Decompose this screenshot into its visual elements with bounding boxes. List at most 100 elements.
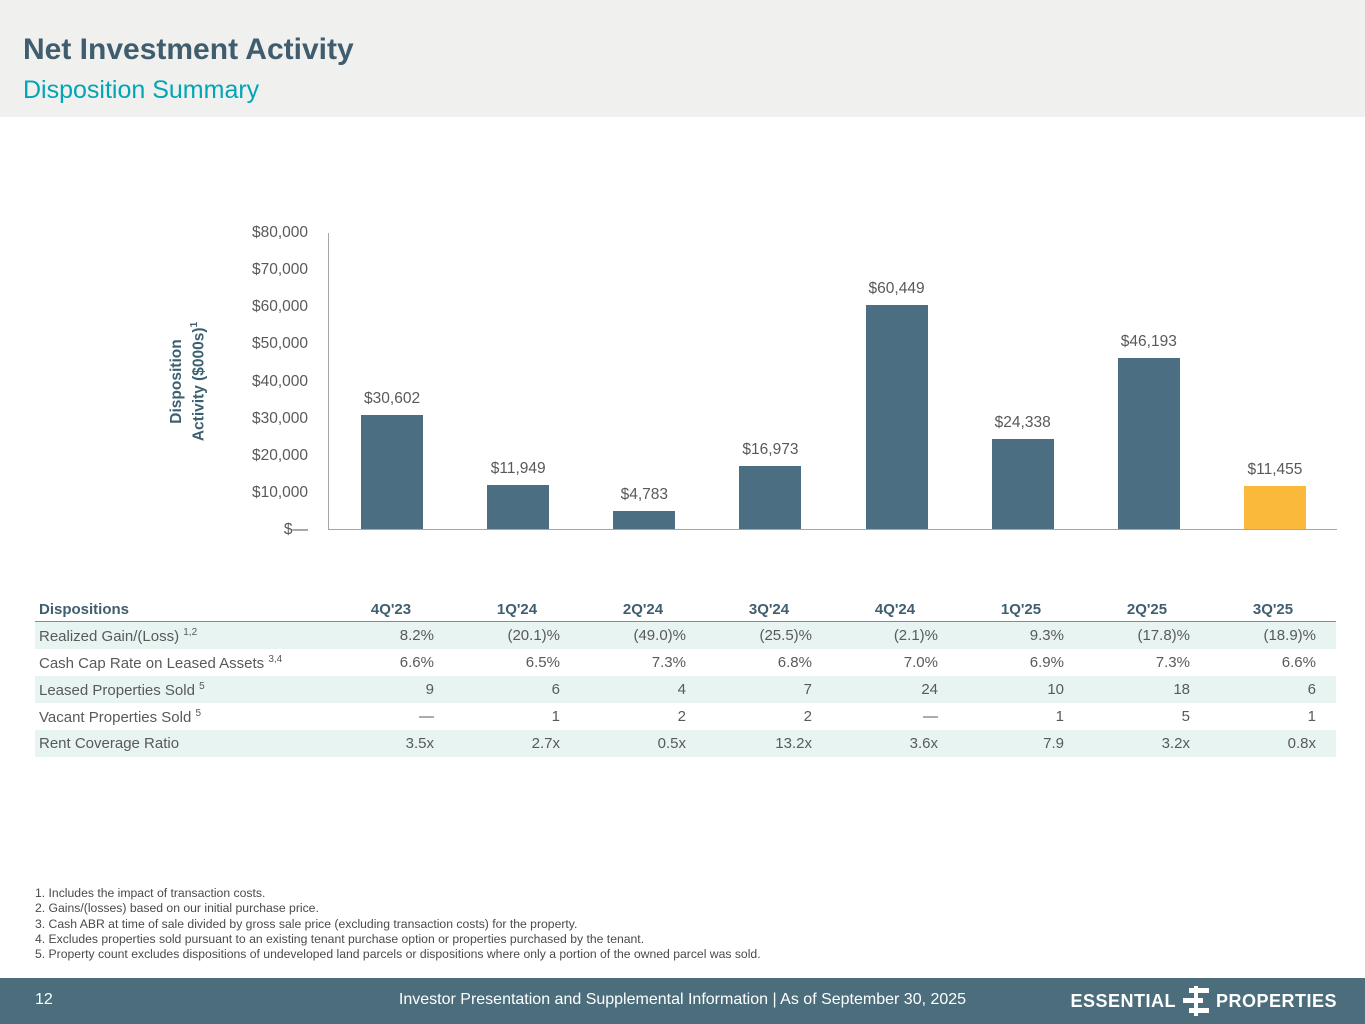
- row-label: Leased Properties Sold 5: [39, 680, 205, 699]
- table-row: Cash Cap Rate on Leased Assets 3,4 6.6% 6.…: [35, 649, 1336, 676]
- table-header-quarter: 3Q'24: [748, 600, 790, 618]
- row-label: Cash Cap Rate on Leased Assets 3,4: [39, 653, 283, 672]
- logo-word-essential: ESSENTIAL: [1070, 990, 1176, 1011]
- table-cell: 2.7x: [531, 735, 560, 752]
- dispositions-table: Dispositions 4Q'23 1Q'24 2Q'24 3Q'24 4Q'24 1Q'…: [35, 597, 1336, 757]
- table-cell: 24: [921, 681, 938, 698]
- page-number: 12: [35, 991, 53, 1008]
- table-cell: 2: [677, 708, 686, 725]
- table-cell: 7: [803, 681, 812, 698]
- chart-plot-area: $30,602 $11,949 $4,783 $16,973 $60,449 $24,33…: [328, 233, 1337, 530]
- table-row: Rent Coverage Ratio 3.5x 2.7x 0.5x 13.2x 3.6x…: [35, 730, 1336, 757]
- row-label: Vacant Properties Sold 5: [39, 707, 202, 726]
- y-axis-tick-label: $60,000: [251, 298, 308, 316]
- table-cell: 3.2x: [1161, 735, 1190, 752]
- table-cell: (17.8)%: [1137, 627, 1190, 644]
- table-cell: 7.9: [1043, 735, 1064, 752]
- table-cell: 18: [1173, 681, 1190, 698]
- logo-word-properties: PROPERTIES: [1215, 990, 1337, 1011]
- table-header-row: Dispositions 4Q'23 1Q'24 2Q'24 3Q'24 4Q'24 1Q'…: [35, 597, 1336, 622]
- page-subtitle: Disposition Summary: [23, 76, 260, 104]
- table-cell: 8.2%: [399, 627, 434, 644]
- bar-value-label: $4,783: [620, 486, 669, 504]
- essential-properties-logo-icon: [1182, 986, 1209, 1016]
- table-row: Vacant Properties Sold 5 — 1 2 2 — 1 5 1: [35, 703, 1336, 730]
- bar-value-label: $60,449: [868, 279, 925, 297]
- table-cell: 1: [1055, 708, 1064, 725]
- table-header-quarter: 1Q'25: [1000, 600, 1042, 618]
- y-axis-tick-label: $80,000: [251, 224, 308, 241]
- table-cell: 6: [1307, 681, 1316, 698]
- footnotes: 1. Includes the impact of transaction co…: [35, 886, 1135, 962]
- table-header-dispositions: Dispositions: [39, 600, 130, 618]
- footnote-ref: 5: [199, 680, 205, 692]
- table-cell: —: [923, 708, 938, 725]
- table-cell: 3.5x: [405, 735, 434, 752]
- footnote-ref: 1,2: [183, 626, 198, 638]
- y-axis-tick-label: $50,000: [251, 335, 308, 353]
- table-cell: 7.0%: [903, 654, 938, 671]
- table-cell: 9: [425, 681, 434, 698]
- table-cell: 6.8%: [777, 654, 812, 671]
- footer-text: Investor Presentation and Supplemental I…: [398, 991, 967, 1008]
- bar-3Q'25: [1243, 486, 1306, 529]
- page-title: Net Investment Activity: [23, 33, 354, 66]
- table-header-quarter: 2Q'25: [1126, 600, 1168, 618]
- bar-4Q'23: [361, 415, 424, 529]
- table-cell: (20.1)%: [507, 627, 560, 644]
- y-axis-tick-label: $40,000: [251, 372, 308, 390]
- table-header-quarter: 4Q'24: [874, 600, 916, 618]
- footnote-line: 4. Excludes properties sold pursuant to …: [35, 931, 645, 946]
- row-label: Realized Gain/(Loss) 1,2: [39, 626, 198, 645]
- footnote-line: 1. Includes the impact of transaction co…: [35, 886, 266, 900]
- bar-4Q'24: [865, 304, 928, 529]
- bar-value-label: $11,455: [1247, 461, 1303, 479]
- table-cell: 6.6%: [399, 654, 434, 671]
- table-cell: 0.8x: [1287, 735, 1316, 752]
- table-cell: 1: [551, 708, 560, 725]
- y-axis-tick-label: $70,000: [251, 261, 308, 279]
- bar-value-label: $11,949: [490, 459, 546, 477]
- bar-value-label: $24,338: [994, 413, 1051, 431]
- table-header-quarter: 1Q'24: [496, 600, 538, 618]
- bar-2Q'24: [613, 511, 676, 529]
- y-axis-tick-label: $30,000: [251, 409, 308, 427]
- table-cell: —: [419, 708, 434, 725]
- table-cell: 10: [1047, 681, 1064, 698]
- table-cell: 6: [551, 681, 560, 698]
- company-logo: ESSENTIAL PROPERTIES: [1070, 986, 1337, 1016]
- bar-2Q'25: [1117, 357, 1180, 529]
- table-cell: (25.5)%: [759, 627, 812, 644]
- row-label: Rent Coverage Ratio: [39, 735, 180, 752]
- table-cell: 6.9%: [1029, 654, 1064, 671]
- footnote-ref: 3,4: [268, 653, 283, 665]
- table-cell: 0.5x: [657, 735, 686, 752]
- table-header-quarter: 4Q'23: [370, 600, 412, 618]
- table-header-quarter: 3Q'25: [1252, 600, 1294, 618]
- y-axis-tick-label: $20,000: [251, 446, 308, 464]
- y-axis-tick-label: $—: [283, 521, 308, 538]
- table-header-quarter: 2Q'24: [622, 600, 664, 618]
- table-row: Realized Gain/(Loss) 1,2 8.2% (20.1)% (49.0…: [35, 622, 1336, 649]
- table-cell: (2.1)%: [893, 627, 938, 644]
- table-cell: 9.3%: [1029, 627, 1064, 644]
- bar-1Q'25: [991, 438, 1054, 529]
- table-cell: 7.3%: [1155, 654, 1190, 671]
- slide-header: Net Investment Activity Disposition Summ…: [0, 0, 1365, 117]
- footnote-ref: 5: [195, 707, 202, 719]
- table-cell: 1: [1307, 708, 1316, 725]
- table-cell: 5: [1181, 708, 1190, 725]
- slide-footer: 12 Investor Presentation and Supplementa…: [0, 978, 1365, 1024]
- footnote-line: 3. Cash ABR at time of sale divided by g…: [35, 916, 578, 931]
- table-cell: 6.5%: [525, 654, 560, 671]
- bar-value-label: $30,602: [364, 390, 421, 408]
- table-cell: 6.6%: [1281, 654, 1316, 671]
- y-axis-tick-label: $10,000: [251, 483, 308, 501]
- table-cell: 4: [677, 681, 686, 698]
- bar-value-label: $46,193: [1120, 332, 1177, 350]
- table-cell: (49.0)%: [633, 627, 686, 644]
- table-cell: 7.3%: [651, 654, 686, 671]
- table-cell: (18.9)%: [1263, 627, 1316, 644]
- bar-value-label: $16,973: [742, 441, 799, 458]
